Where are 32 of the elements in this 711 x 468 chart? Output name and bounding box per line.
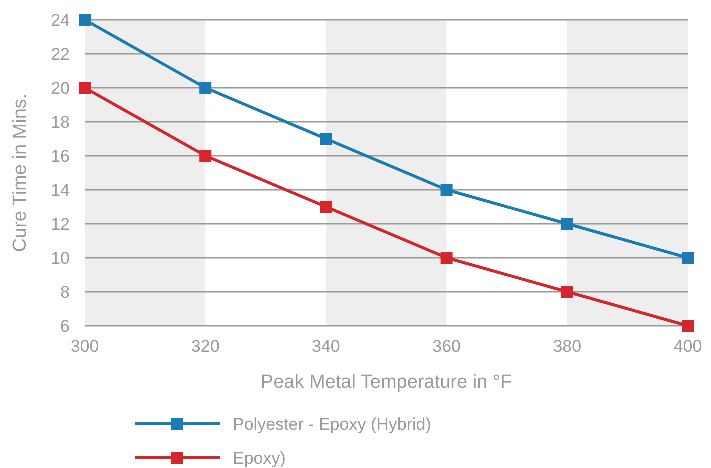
legend-label: Polyester - Epoxy (Hybrid)	[233, 414, 432, 434]
y-axis-title: Cure Time in Mins.	[10, 94, 31, 252]
y-tick-label: 22	[51, 44, 70, 64]
point	[200, 150, 212, 162]
x-tick-label: 320	[191, 337, 220, 356]
point	[682, 320, 694, 332]
y-tick-label: 24	[51, 10, 70, 30]
point	[561, 218, 574, 230]
y-tick-label: 14	[51, 180, 70, 200]
point	[440, 252, 453, 264]
point	[440, 184, 453, 196]
y-tick-label: 20	[51, 78, 70, 98]
x-tick-label: 400	[674, 337, 702, 356]
x-tick-label: 380	[553, 337, 582, 356]
legend-label: Epoxy)	[233, 448, 286, 468]
x-tick-label: 340	[312, 337, 340, 356]
point	[320, 201, 332, 213]
y-tick-label: 6	[60, 316, 70, 336]
point	[79, 14, 91, 26]
point	[682, 252, 694, 264]
point	[320, 133, 332, 145]
x-axis-title: Peak Metal Temperature in °F	[260, 372, 512, 393]
y-tick-label: 16	[51, 146, 70, 166]
point	[79, 82, 91, 94]
x-tick-label: 300	[70, 337, 100, 356]
y-tick-label: 12	[51, 214, 70, 234]
x-tick-label: 360	[432, 337, 461, 356]
y-tick-label: 10	[51, 248, 70, 268]
point	[200, 82, 212, 94]
point	[561, 286, 574, 298]
y-tick-label: 18	[51, 112, 70, 132]
y-tick-label: 8	[60, 282, 70, 302]
